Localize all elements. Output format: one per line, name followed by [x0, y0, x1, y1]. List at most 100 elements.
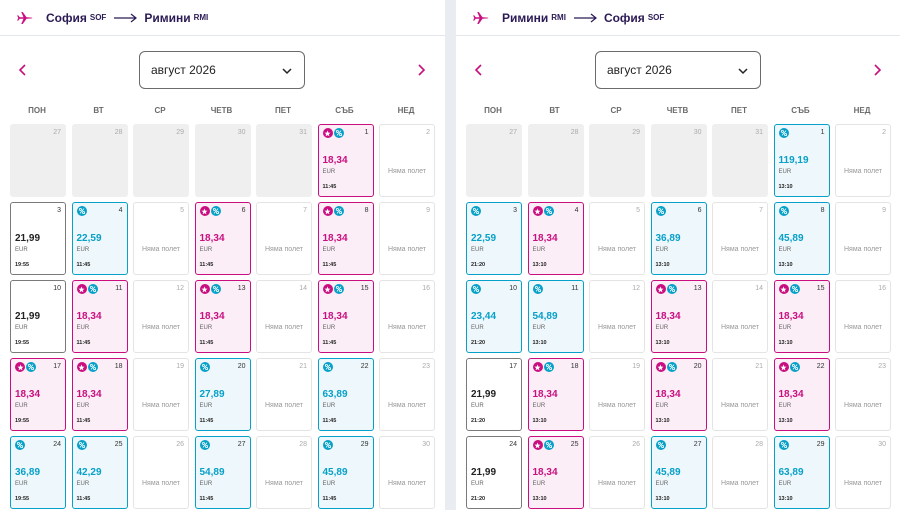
calendar-day[interactable]: 28 Няма полет: [256, 436, 312, 509]
calendar-day[interactable]: 13 18,34 EUR 13:10: [650, 280, 707, 353]
day-number: 14: [755, 285, 763, 292]
fare-currency: EUR: [655, 325, 669, 331]
calendar-day[interactable]: 15 18,34 EUR 13:10: [773, 280, 830, 353]
calendar-day[interactable]: 27 54,89 EUR 11:45: [194, 436, 251, 509]
fare-price: 18,34: [532, 467, 558, 478]
calendar-day[interactable]: 18 18,34 EUR 11:45: [71, 358, 128, 431]
calendar-day[interactable]: 17 18,34 EUR 19:55: [10, 358, 66, 431]
chevron-left-icon[interactable]: [16, 63, 30, 77]
calendar-day[interactable]: 26 Няма полет: [133, 436, 189, 509]
calendar-day[interactable]: 23 Няма полет: [379, 358, 435, 431]
day-number: 30: [693, 129, 702, 136]
calendar-day[interactable]: 30 Няма полет: [835, 436, 891, 509]
departure-time: 11:45: [76, 262, 91, 268]
calendar-day[interactable]: 7 Няма полет: [712, 202, 768, 275]
calendar-day[interactable]: 20 27,89 EUR 11:45: [194, 358, 251, 431]
calendar-day[interactable]: 12 Няма полет: [589, 280, 645, 353]
calendar-day[interactable]: 30 Няма полет: [379, 436, 435, 509]
day-number: 17: [53, 363, 61, 370]
calendar-day[interactable]: 5 Няма полет: [133, 202, 189, 275]
calendar-day[interactable]: 4 18,34 EUR 13:10: [527, 202, 584, 275]
star-badge-icon: [76, 284, 87, 294]
calendar-day[interactable]: 17 21,99 EUR 21:20: [466, 358, 522, 431]
fare-currency: EUR: [532, 325, 546, 331]
calendar-day[interactable]: 1 119,19 EUR 13:10: [773, 124, 830, 197]
deal-badges: [655, 206, 667, 216]
fare-currency: EUR: [199, 403, 213, 409]
calendar-day[interactable]: 6 36,89 EUR 13:10: [650, 202, 707, 275]
no-flight-label: Няма полет: [388, 402, 426, 409]
month-select[interactable]: август 2026: [139, 51, 305, 89]
calendar-day[interactable]: 1 18,34 EUR 11:45: [317, 124, 374, 197]
calendar-day[interactable]: 16 Няма полет: [835, 280, 891, 353]
calendar-day[interactable]: 11 54,89 EUR 13:10: [527, 280, 584, 353]
calendar-day[interactable]: 10 23,44 EUR 21:20: [466, 280, 522, 353]
calendar-day[interactable]: 20 18,34 EUR 13:10: [650, 358, 707, 431]
day-number: 8: [364, 207, 369, 214]
fare-currency: EUR: [532, 403, 546, 409]
calendar-day[interactable]: 19 Няма полет: [133, 358, 189, 431]
calendar-day[interactable]: 23 Няма полет: [835, 358, 891, 431]
no-flight-label: Няма полет: [598, 246, 636, 253]
calendar-day[interactable]: 10 21,99 EUR 19:55: [10, 280, 66, 353]
departure-time: 19:55: [15, 340, 30, 346]
calendar-day[interactable]: 26 Няма полет: [589, 436, 645, 509]
calendar-day[interactable]: 29 45,89 EUR 11:45: [317, 436, 374, 509]
fare-price: 18,34: [76, 311, 102, 322]
calendar-day[interactable]: 6 18,34 EUR 11:45: [194, 202, 251, 275]
calendar-day[interactable]: 16 Няма полет: [379, 280, 435, 353]
no-flight-label: Няма полет: [265, 402, 303, 409]
calendar-day[interactable]: 9 Няма полет: [379, 202, 435, 275]
calendar-day[interactable]: 27 45,89 EUR 13:10: [650, 436, 707, 509]
discount-badge-icon: [666, 284, 677, 294]
calendar-day[interactable]: 24 21,99 EUR 21:20: [466, 436, 522, 509]
day-number: 28: [299, 441, 307, 448]
calendar-day-outside-month: 31: [256, 124, 312, 197]
calendar-day[interactable]: 9 Няма полет: [835, 202, 891, 275]
weekday-label: СЪБ: [335, 106, 354, 115]
calendar-day[interactable]: 12 Няма полет: [133, 280, 189, 353]
calendar-day[interactable]: 14 Няма полет: [256, 280, 312, 353]
calendar-day[interactable]: 15 18,34 EUR 11:45: [317, 280, 374, 353]
calendar-day[interactable]: 25 42,29 EUR 11:45: [71, 436, 128, 509]
calendar-day[interactable]: 8 45,89 EUR 13:10: [773, 202, 830, 275]
discount-badge-icon: [471, 284, 481, 294]
calendar-day[interactable]: 3 21,99 EUR 19:55: [10, 202, 66, 275]
chevron-right-icon[interactable]: [414, 63, 428, 77]
calendar-day[interactable]: 28 Няма полет: [712, 436, 768, 509]
calendar-day[interactable]: 14 Няма полет: [712, 280, 768, 353]
calendar-day[interactable]: 5 Няма полет: [589, 202, 645, 275]
fare-currency: EUR: [471, 325, 484, 331]
calendar-day[interactable]: 8 18,34 EUR 11:45: [317, 202, 374, 275]
day-number: 24: [53, 441, 61, 448]
calendar-day[interactable]: 21 Няма полет: [712, 358, 768, 431]
calendar-day[interactable]: 4 22,59 EUR 11:45: [71, 202, 128, 275]
fare-price: 18,34: [655, 311, 681, 322]
discount-badge-icon: [87, 284, 98, 294]
departure-time: 19:55: [15, 262, 30, 268]
calendar-day[interactable]: 2 Няма полет: [835, 124, 891, 197]
day-number: 13: [693, 285, 702, 292]
calendar-day[interactable]: 3 22,59 EUR 21:20: [466, 202, 522, 275]
calendar-day[interactable]: 19 Няма полет: [589, 358, 645, 431]
calendar-day[interactable]: 2 Няма полет: [379, 124, 435, 197]
calendar-day[interactable]: 24 36,89 EUR 19:55: [10, 436, 66, 509]
calendar-day[interactable]: 29 63,89 EUR 13:10: [773, 436, 830, 509]
calendar-day[interactable]: 22 63,89 EUR 11:45: [317, 358, 374, 431]
month-select[interactable]: август 2026: [595, 51, 761, 89]
calendar-day[interactable]: 13 18,34 EUR 11:45: [194, 280, 251, 353]
departure-time: 11:45: [76, 496, 91, 502]
day-number: 10: [53, 285, 61, 292]
day-number: 1: [820, 129, 825, 136]
calendar-day[interactable]: 22 18,34 EUR 13:10: [773, 358, 830, 431]
deal-badges: [199, 284, 222, 294]
calendar-day[interactable]: 18 18,34 EUR 13:10: [527, 358, 584, 431]
day-number: 29: [816, 441, 825, 448]
chevron-right-icon[interactable]: [870, 63, 884, 77]
calendar-day[interactable]: 21 Няма полет: [256, 358, 312, 431]
calendar-day[interactable]: 11 18,34 EUR 11:45: [71, 280, 128, 353]
weekday-label: ПЕТ: [731, 106, 747, 115]
chevron-left-icon[interactable]: [472, 63, 486, 77]
calendar-day[interactable]: 25 18,34 EUR 13:10: [527, 436, 584, 509]
calendar-day[interactable]: 7 Няма полет: [256, 202, 312, 275]
